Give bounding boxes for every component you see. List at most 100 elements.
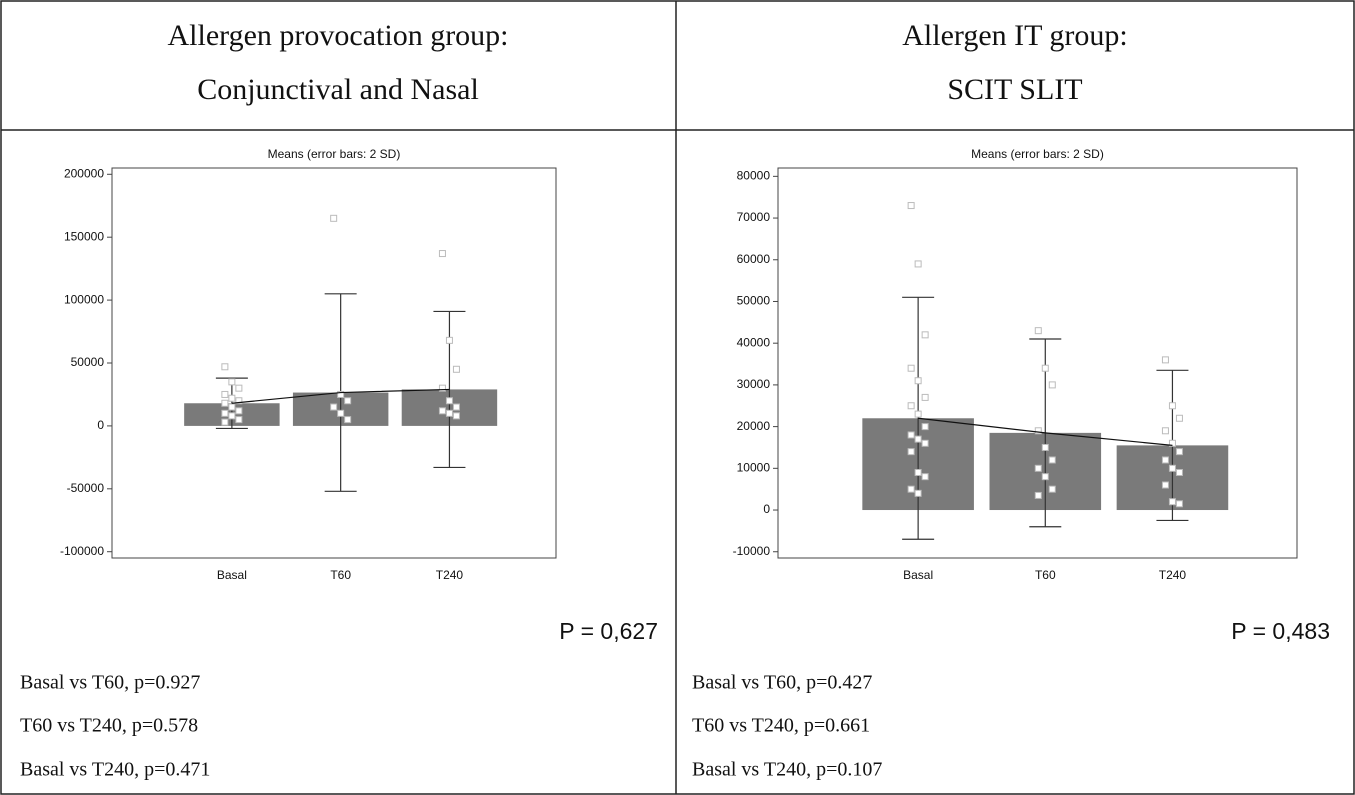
x-tick-label: Basal	[217, 568, 247, 582]
data-point	[235, 416, 243, 424]
data-point	[921, 423, 929, 431]
data-point	[1041, 443, 1049, 451]
data-point	[1034, 491, 1042, 499]
data-point	[445, 409, 453, 417]
x-tick-label: T60	[330, 568, 351, 582]
plot-frame	[111, 167, 557, 559]
header: Allergen IT group:	[902, 19, 1128, 52]
y-tick-label: 200000	[64, 166, 104, 180]
data-point	[914, 260, 922, 268]
y-tick-label: 0	[763, 502, 770, 516]
y-tick-label: -100000	[60, 544, 104, 558]
data-point	[907, 364, 915, 372]
p-value: P = 0,483	[1231, 618, 1330, 644]
header: SCIT SLIT	[947, 73, 1082, 106]
data-point	[1175, 448, 1183, 456]
y-tick-label: 0	[97, 418, 104, 432]
data-point	[1041, 364, 1049, 372]
data-point	[1161, 481, 1169, 489]
data-point	[1168, 402, 1176, 410]
comparison: Basal vs T240, p=0.107	[692, 759, 882, 781]
mean-line	[231, 388, 450, 404]
data-point	[330, 214, 338, 222]
chart-title: Means (error bars: 2 SD)	[971, 147, 1104, 161]
y-tick-label: 10000	[737, 460, 771, 474]
data-point	[914, 435, 922, 443]
data-point	[1175, 500, 1183, 508]
data-point	[1048, 456, 1056, 464]
data-point	[1175, 468, 1183, 476]
data-point	[221, 418, 229, 426]
y-tick-label: 50000	[737, 294, 771, 308]
data-point	[921, 393, 929, 401]
comparison: T60 vs T240, p=0.661	[692, 715, 870, 737]
data-point	[452, 365, 460, 373]
x-tick-label: T240	[1159, 568, 1187, 582]
chart-title: Means (error bars: 2 SD)	[268, 147, 401, 161]
data-point	[438, 384, 446, 392]
header: Allergen provocation group:	[167, 19, 508, 52]
data-point	[914, 377, 922, 385]
data-point	[907, 402, 915, 410]
data-point	[1168, 464, 1176, 472]
data-point	[235, 397, 243, 405]
plot-frame	[777, 167, 1298, 559]
data-point	[344, 416, 352, 424]
y-tick-label: -50000	[67, 481, 105, 495]
comparison: Basal vs T240, p=0.471	[20, 759, 210, 781]
data-point	[228, 394, 236, 402]
data-point	[344, 397, 352, 405]
x-tick-label: T60	[1035, 568, 1056, 582]
data-point	[907, 202, 915, 210]
p-value: P = 0,627	[559, 618, 658, 644]
y-tick-label: 50000	[71, 355, 105, 369]
data-point	[452, 403, 460, 411]
comparison: T60 vs T240, p=0.578	[20, 715, 198, 737]
data-point	[1048, 485, 1056, 493]
data-point	[1034, 464, 1042, 472]
data-point	[1175, 414, 1183, 422]
data-point	[921, 473, 929, 481]
data-point	[228, 403, 236, 411]
data-point	[1161, 456, 1169, 464]
y-tick-label: 80000	[737, 169, 771, 183]
y-tick-label: -10000	[733, 544, 771, 558]
data-point	[921, 439, 929, 447]
data-point	[1034, 427, 1042, 435]
data-point	[221, 363, 229, 371]
data-point	[914, 410, 922, 418]
data-point	[235, 384, 243, 392]
mean-line	[918, 417, 1173, 446]
data-point	[221, 409, 229, 417]
y-tick-label: 150000	[64, 229, 104, 243]
data-point	[445, 336, 453, 344]
data-point	[1168, 439, 1176, 447]
data-point	[1041, 473, 1049, 481]
y-tick-label: 30000	[737, 377, 771, 391]
y-tick-label: 60000	[737, 252, 771, 266]
data-point	[1161, 356, 1169, 364]
header: Conjunctival and Nasal	[197, 73, 479, 106]
data-point	[330, 403, 338, 411]
x-tick-label: Basal	[903, 568, 933, 582]
data-point	[907, 485, 915, 493]
data-point	[221, 390, 229, 398]
data-point	[907, 431, 915, 439]
x-tick-label: T240	[436, 568, 464, 582]
data-point	[235, 407, 243, 415]
data-point	[228, 378, 236, 386]
data-point	[907, 448, 915, 456]
comparison: Basal vs T60, p=0.927	[20, 672, 200, 694]
data-point	[1034, 327, 1042, 335]
y-tick-label: 70000	[737, 210, 771, 224]
data-point	[914, 489, 922, 497]
data-point	[452, 412, 460, 420]
data-point	[445, 397, 453, 405]
y-tick-label: 100000	[64, 292, 104, 306]
data-point	[221, 399, 229, 407]
data-point	[1168, 498, 1176, 506]
data-point	[438, 407, 446, 415]
